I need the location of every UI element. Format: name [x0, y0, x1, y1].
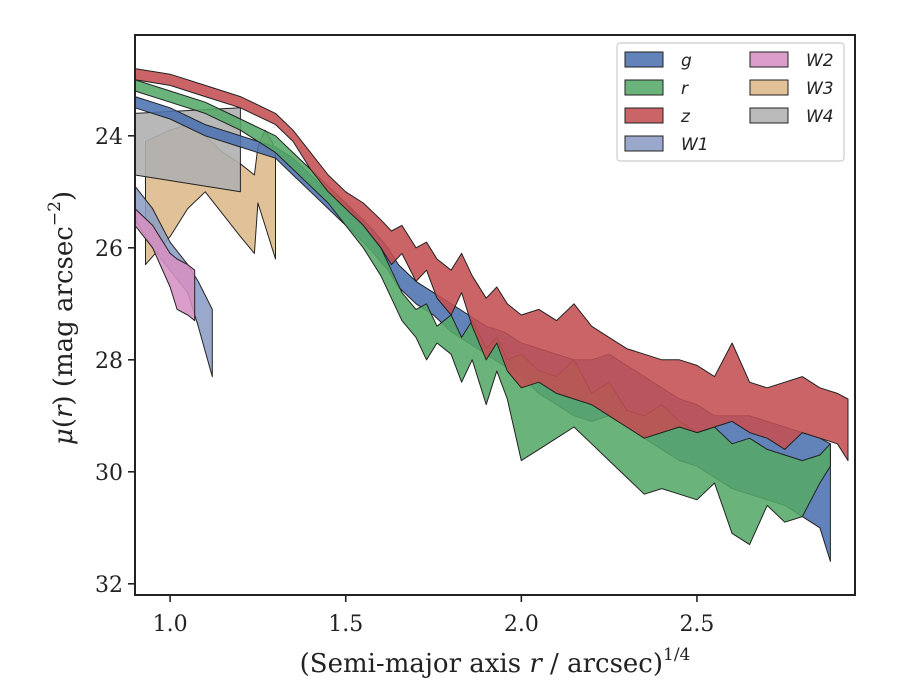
legend-swatch: [624, 107, 664, 124]
x-tick-label: 1.5: [328, 612, 363, 637]
legend-item-r: r: [624, 79, 689, 99]
y-tick-label: 24: [95, 125, 123, 150]
y-tick-label: 26: [95, 237, 123, 262]
series-band-w2: [134, 208, 196, 322]
legend-label: W2: [806, 51, 834, 71]
legend: grz W1 W2 W3 W4: [616, 42, 845, 162]
x-axis-label: (Semi-major axis r / arcsec)1/4: [300, 645, 691, 679]
y-axis-label-group: μ(r) (mag arcsec−2): [45, 191, 79, 445]
y-tick-label: 28: [95, 349, 123, 374]
legend-frame: [616, 42, 845, 162]
x-axis-label-superscript: 1/4: [663, 645, 690, 665]
series-layer: [134, 68, 849, 562]
x-axis-label-text: (Semi-major axis r / arcsec): [300, 649, 663, 679]
legend-item-w1: W1: [624, 135, 709, 155]
legend-item-w2: W2: [749, 51, 834, 71]
legend-swatch: [624, 135, 664, 152]
y-tick-label: 32: [95, 573, 123, 598]
legend-label: g: [681, 51, 692, 71]
legend-swatch: [749, 79, 789, 96]
plot-frame: [134, 34, 856, 596]
legend-swatch: [624, 79, 664, 96]
legend-label: W4: [806, 107, 834, 127]
legend-item-z: z: [624, 107, 691, 127]
legend-item-g: g: [624, 51, 692, 71]
legend-label: W3: [806, 79, 834, 99]
series-band-z: [134, 68, 849, 462]
legend-swatch: [749, 107, 789, 124]
axes-layer: 1.0 1.5 2.0 2.5 24 26 28 30 32: [95, 125, 714, 637]
x-tick-label: 2.5: [679, 612, 714, 637]
x-tick-label: 1.0: [153, 612, 188, 637]
y-axis-label-text: μ(r) (mag arcsec: [49, 226, 79, 445]
y-tick-label: 30: [95, 461, 123, 486]
legend-item-w3: W3: [749, 79, 834, 99]
legend-label: r: [681, 79, 689, 99]
legend-swatch: [749, 51, 789, 68]
y-axis-label: μ(r) (mag arcsec−2): [45, 191, 79, 445]
legend-item-w4: W4: [749, 107, 834, 127]
legend-label: z: [680, 107, 691, 127]
legend-label: W1: [681, 135, 709, 155]
legend-swatch: [624, 51, 664, 68]
x-tick-label: 2.0: [504, 612, 539, 637]
y-axis-label-superscript: −2: [45, 201, 65, 226]
